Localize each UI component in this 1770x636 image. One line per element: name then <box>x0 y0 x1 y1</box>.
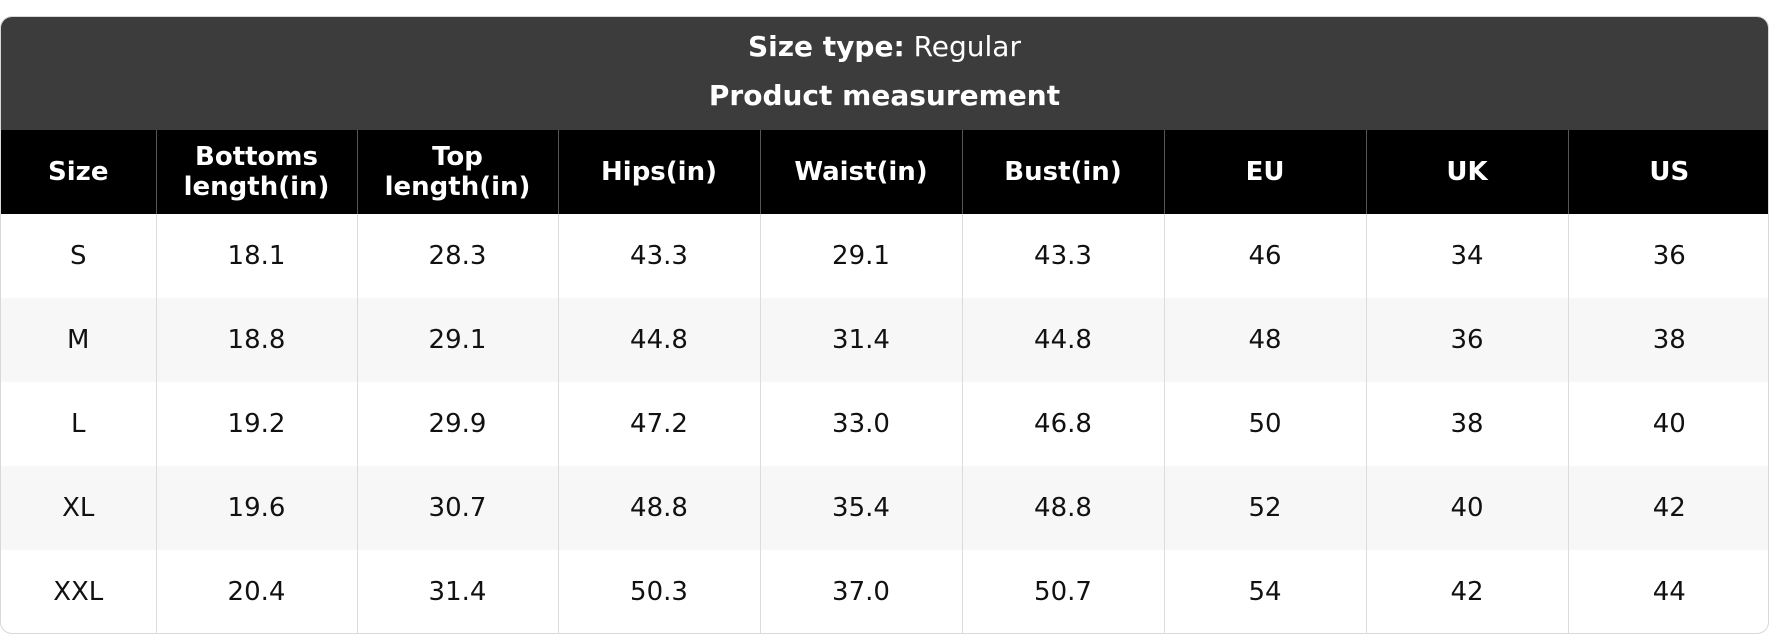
size-type-value: Regular <box>913 30 1021 63</box>
measurement-cell: 28.3 <box>356 214 558 298</box>
measurement-cell: 50.7 <box>961 550 1164 633</box>
column-header: Size <box>1 130 156 214</box>
column-header: Hips(in) <box>557 130 760 214</box>
measurement-cell: 40 <box>1567 382 1768 466</box>
measurement-cell: 47.2 <box>557 382 760 466</box>
size-type-label: Size type: <box>748 30 905 63</box>
measurement-cell: 44 <box>1567 550 1768 633</box>
table-row: XL 19.6 30.7 48.8 35.4 48.8 52 40 42 <box>1 466 1768 550</box>
size-type: Size type: Regular <box>1 17 1768 73</box>
measurement-cell: 29.9 <box>356 382 558 466</box>
measurement-cell: 52 <box>1163 466 1366 550</box>
column-header: US <box>1567 130 1768 214</box>
measurement-table: Size Bottoms length(in) Top length(in) Hips… <box>1 130 1768 633</box>
size-chart: Size type: Regular Product measurement S… <box>0 16 1769 634</box>
measurement-cell: 38 <box>1567 298 1768 382</box>
measurement-cell: 44.8 <box>961 298 1164 382</box>
measurement-cell: 18.1 <box>155 214 357 298</box>
table-row: L 19.2 29.9 47.2 33.0 46.8 50 38 40 <box>1 382 1768 466</box>
measurement-cell: 43.3 <box>961 214 1164 298</box>
column-header: UK <box>1365 130 1568 214</box>
measurement-cell: 40 <box>1365 466 1568 550</box>
banner: Size type: Regular Product measurement <box>1 17 1768 130</box>
measurement-cell: 46 <box>1163 214 1366 298</box>
measurement-cell: 37.0 <box>759 550 962 633</box>
measurement-cell: 20.4 <box>155 550 357 633</box>
table-row: XXL 20.4 31.4 50.3 37.0 50.7 54 42 44 <box>1 550 1768 633</box>
measurement-cell: 31.4 <box>759 298 962 382</box>
table-row: S 18.1 28.3 43.3 29.1 43.3 46 34 36 <box>1 214 1768 298</box>
size-cell: XXL <box>53 577 104 607</box>
size-cell: S <box>69 241 87 271</box>
header-row: Size Bottoms length(in) Top length(in) Hips… <box>1 130 1768 214</box>
measurement-cell: 46.8 <box>961 382 1164 466</box>
measurement-cell: 31.4 <box>356 550 558 633</box>
measurement-cell: 48 <box>1163 298 1366 382</box>
measurement-cell: 34 <box>1365 214 1568 298</box>
table-row: M 18.8 29.1 44.8 31.4 44.8 48 36 38 <box>1 298 1768 382</box>
measurement-cell: 19.2 <box>155 382 357 466</box>
table-title: Product measurement <box>708 79 1061 112</box>
measurement-cell: 29.1 <box>356 298 558 382</box>
column-header: EU <box>1163 130 1366 214</box>
measurement-cell: 50 <box>1163 382 1366 466</box>
measurement-cell: 18.8 <box>155 298 357 382</box>
measurement-cell: 50.3 <box>557 550 760 633</box>
measurement-cell: 54 <box>1163 550 1366 633</box>
column-header: Top length(in) <box>356 130 558 214</box>
measurement-cell: 19.6 <box>155 466 357 550</box>
measurement-cell: 36 <box>1365 298 1568 382</box>
column-header: Waist(in) <box>759 130 962 214</box>
measurement-cell: 43.3 <box>557 214 760 298</box>
measurement-cell: 42 <box>1567 466 1768 550</box>
size-cell: M <box>1 298 156 382</box>
measurement-cell: 42 <box>1365 550 1568 633</box>
measurement-cell: 29.1 <box>759 214 962 298</box>
size-cell: L <box>71 409 86 439</box>
measurement-cell: 44.8 <box>557 298 760 382</box>
measurement-cell: 36 <box>1567 214 1768 298</box>
column-header: Bottoms length(in) <box>155 130 357 214</box>
size-cell: XL <box>1 466 156 550</box>
measurement-cell: 35.4 <box>759 466 962 550</box>
measurement-cell: 48.8 <box>557 466 760 550</box>
measurement-cell: 30.7 <box>356 466 558 550</box>
column-header: Bust(in) <box>961 130 1164 214</box>
measurement-cell: 48.8 <box>961 466 1164 550</box>
measurement-cell: 38 <box>1365 382 1568 466</box>
measurement-cell: 33.0 <box>759 382 962 466</box>
